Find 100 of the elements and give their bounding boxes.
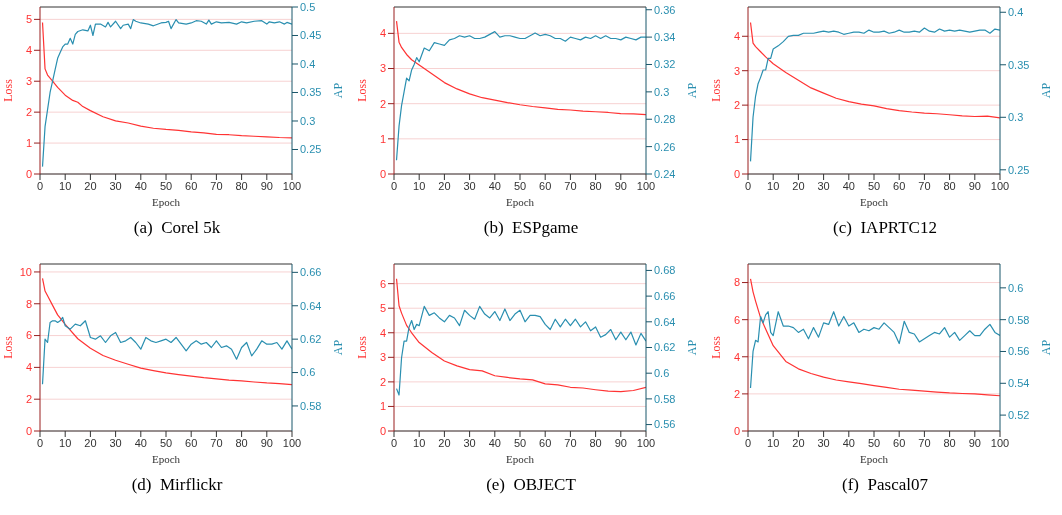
- x-tick-label: 10: [413, 436, 426, 449]
- x-tick-label: 40: [842, 179, 855, 192]
- line-series: [395, 278, 646, 393]
- x-tick-label: 50: [513, 179, 527, 192]
- x-tick-label: 0: [390, 436, 398, 449]
- y2-tick-label: 0.5: [300, 0, 316, 13]
- y-tick-label: 5: [379, 302, 386, 315]
- y-tick-label: 3: [25, 75, 32, 88]
- x-tick-label: 70: [918, 179, 931, 192]
- text: (e) OBJECT: [485, 475, 577, 495]
- y2-tick-label: 0.6: [1008, 281, 1024, 294]
- x-tick-label: 20: [84, 179, 97, 192]
- x-tick-label: 40: [488, 436, 501, 449]
- y-tick-label: 4: [25, 44, 32, 57]
- y2-tick-label: 0.35: [300, 86, 322, 99]
- y2-tick-label: 0.66: [654, 290, 676, 303]
- y2-tick-label: 0.25: [300, 143, 322, 156]
- y2-tick-label: 0.45: [300, 29, 322, 42]
- line-series: [41, 316, 292, 385]
- x-tick-label: 90: [260, 436, 273, 449]
- x-tick-label: 100: [990, 179, 1010, 192]
- x-tick-label: 30: [109, 179, 122, 192]
- y-axis-title: Loss: [1, 78, 16, 102]
- x-tick-label: 20: [792, 179, 805, 192]
- y-tick-label: 2: [25, 106, 32, 119]
- x-tick-label: 100: [282, 179, 302, 192]
- x-axis-title: Epoch: [505, 453, 535, 465]
- x-tick-label: 70: [210, 179, 223, 192]
- y2-tick-label: 0.62: [654, 341, 676, 354]
- y2-axis-title: AP: [1039, 82, 1054, 99]
- x-tick-label: 0: [36, 436, 44, 449]
- text: (b) ESPgame: [482, 218, 580, 238]
- x-tick-label: 0: [36, 179, 44, 192]
- y2-axis-title: AP: [685, 82, 700, 99]
- x-tick-label: 50: [513, 436, 527, 449]
- y-tick-label: 5: [25, 13, 32, 26]
- y2-tick-label: 0.35: [1008, 58, 1030, 71]
- y-tick-label: 0: [25, 167, 32, 180]
- x-tick-label: 60: [893, 179, 906, 192]
- x-tick-label: 50: [159, 179, 173, 192]
- x-tick-label: 30: [463, 436, 476, 449]
- y-tick-label: 4: [379, 27, 386, 40]
- x-axis-title: Epoch: [505, 196, 535, 208]
- y2-tick-label: 0.24: [654, 167, 676, 180]
- x-tick-label: 40: [488, 179, 501, 192]
- line-series: [749, 27, 1000, 162]
- y2-tick-label: 0.58: [300, 399, 322, 412]
- x-tick-label: 30: [109, 436, 122, 449]
- x-tick-label: 10: [59, 436, 72, 449]
- y2-tick-label: 0.3: [1008, 111, 1024, 124]
- x-tick-label: 40: [842, 436, 855, 449]
- x-tick-label: 80: [943, 436, 956, 449]
- x-tick-label: 50: [159, 436, 173, 449]
- y-tick-label: 2: [379, 97, 386, 110]
- y2-tick-label: 0.28: [654, 113, 676, 126]
- x-tick-label: 100: [990, 436, 1010, 449]
- line-series: [749, 21, 1000, 119]
- line-series: [395, 305, 646, 396]
- y2-tick-label: 0.4: [1008, 6, 1024, 19]
- text: (f) Pascal07: [841, 475, 929, 495]
- x-tick-label: 60: [185, 179, 198, 192]
- y2-tick-label: 0.54: [1008, 377, 1030, 390]
- y2-tick-label: 0.66: [300, 266, 322, 279]
- y-tick-label: 1: [733, 133, 740, 146]
- x-tick-label: 10: [767, 179, 780, 192]
- y2-tick-label: 0.25: [1008, 163, 1030, 176]
- y2-tick-label: 0.56: [654, 418, 676, 431]
- x-tick-label: 10: [413, 179, 426, 192]
- y-axis-title: Loss: [1, 335, 16, 359]
- y-tick-label: 1: [379, 400, 386, 413]
- x-axis-title: Epoch: [151, 453, 181, 465]
- x-tick-label: 30: [463, 179, 476, 192]
- x-tick-label: 100: [636, 179, 656, 192]
- x-axis-title: Epoch: [859, 453, 889, 465]
- x-tick-label: 20: [84, 436, 97, 449]
- x-tick-label: 50: [867, 179, 881, 192]
- x-tick-label: 50: [867, 436, 881, 449]
- x-tick-label: 70: [918, 436, 931, 449]
- x-tick-label: 80: [235, 436, 248, 449]
- x-axis-title: Epoch: [151, 196, 181, 208]
- x-axis-title: Epoch: [859, 196, 889, 208]
- y-axis-title: Loss: [709, 335, 724, 359]
- y-tick-label: 6: [733, 313, 740, 326]
- y-tick-label: 0: [25, 424, 32, 437]
- x-tick-label: 10: [59, 179, 72, 192]
- x-tick-label: 70: [564, 179, 577, 192]
- y-tick-label: 0: [733, 424, 740, 437]
- x-tick-label: 70: [564, 436, 577, 449]
- x-tick-label: 60: [539, 179, 552, 192]
- y2-axis-title: AP: [685, 339, 700, 356]
- y-axis-title: Loss: [355, 78, 370, 102]
- line-series: [395, 20, 646, 116]
- y2-axis-title: AP: [331, 339, 346, 356]
- y-tick-label: 2: [733, 387, 740, 400]
- line-series: [395, 31, 646, 161]
- y-axis-title: Loss: [709, 78, 724, 102]
- y-tick-label: 4: [733, 350, 740, 363]
- x-tick-label: 90: [614, 436, 627, 449]
- y2-tick-label: 0.52: [1008, 409, 1030, 421]
- y2-tick-label: 0.62: [300, 333, 322, 346]
